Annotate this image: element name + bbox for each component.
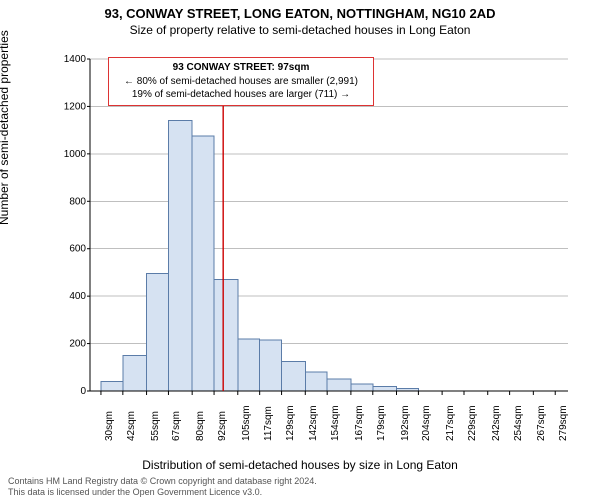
- plot-area: 0 200 400 600 800 1000 1200 1400 93 CONWAY STRE…: [62, 55, 572, 395]
- callout-larger-line: 19% of semi-detached houses are larger (…: [115, 88, 367, 102]
- histogram-chart: 0 200 400 600 800 1000 1200 1400: [62, 55, 572, 395]
- x-tick-label: 92sqm: [217, 411, 228, 441]
- footer-line-1: Contains HM Land Registry data © Crown c…: [8, 476, 317, 487]
- x-tick-label: 129sqm: [285, 405, 296, 441]
- svg-text:1000: 1000: [64, 149, 87, 160]
- svg-text:1200: 1200: [64, 101, 87, 112]
- x-tick-label: 67sqm: [171, 411, 182, 441]
- y-axis-label: Number of semi-detached properties: [0, 30, 11, 225]
- x-tick-label: 242sqm: [491, 405, 502, 441]
- x-tick-label: 142sqm: [308, 405, 319, 441]
- title-sub: Size of property relative to semi-detach…: [0, 21, 600, 37]
- title-main: 93, CONWAY STREET, LONG EATON, NOTTINGHA…: [0, 0, 600, 21]
- svg-text:800: 800: [69, 196, 86, 207]
- svg-text:0: 0: [80, 386, 86, 395]
- footer: Contains HM Land Registry data © Crown c…: [8, 476, 317, 498]
- x-tick-label: 42sqm: [126, 411, 137, 441]
- x-tick-label: 105sqm: [241, 405, 252, 441]
- footer-line-2: This data is licensed under the Open Gov…: [8, 487, 317, 498]
- callout-smaller-line: ← 80% of semi-detached houses are smalle…: [115, 75, 367, 89]
- svg-text:600: 600: [69, 244, 86, 255]
- x-tick-label: 167sqm: [354, 405, 365, 441]
- x-tick-label: 267sqm: [536, 405, 547, 441]
- x-axis-label: Distribution of semi-detached houses by …: [0, 458, 600, 472]
- x-tick-label: 229sqm: [467, 405, 478, 441]
- x-tick-label: 192sqm: [400, 405, 411, 441]
- x-tick-label: 80sqm: [195, 411, 206, 441]
- svg-text:1400: 1400: [64, 55, 87, 65]
- callout-box: 93 CONWAY STREET: 97sqm ← 80% of semi-de…: [108, 57, 374, 106]
- x-tick-label: 179sqm: [376, 405, 387, 441]
- x-tick-label: 55sqm: [150, 411, 161, 441]
- x-tick-layer: 30sqm 42sqm 55sqm 67sqm 80sqm 92sqm 105sqm 117s…: [62, 395, 572, 455]
- x-tick-label: 254sqm: [513, 405, 524, 441]
- x-tick-label: 117sqm: [263, 406, 274, 441]
- svg-text:400: 400: [69, 291, 86, 302]
- x-tick-label: 30sqm: [104, 411, 115, 441]
- callout-title: 93 CONWAY STREET: 97sqm: [115, 61, 367, 75]
- x-tick-label: 204sqm: [421, 405, 432, 441]
- x-tick-label: 154sqm: [330, 405, 341, 441]
- x-tick-label: 217sqm: [445, 405, 456, 441]
- svg-text:200: 200: [69, 339, 86, 350]
- x-tick-label: 279sqm: [558, 405, 569, 441]
